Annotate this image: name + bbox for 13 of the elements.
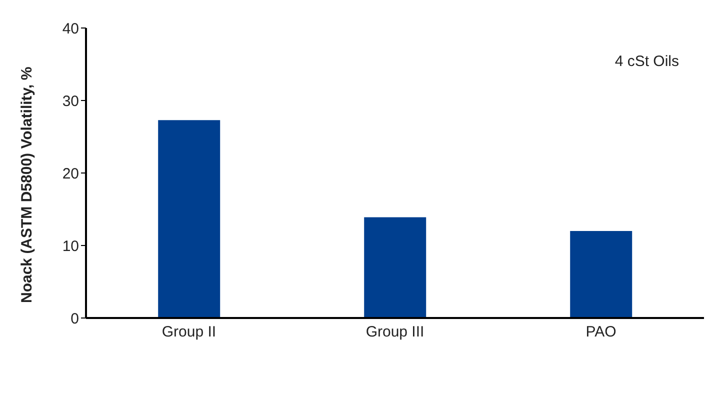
annotation: 4 cSt Oils xyxy=(614,53,679,70)
y-tick-label: 40 xyxy=(62,20,79,38)
bar xyxy=(570,231,632,318)
y-tick-label: 20 xyxy=(62,165,79,182)
x-tick-label: Group II xyxy=(162,324,216,341)
bar xyxy=(364,217,426,318)
y-axis-title: Noack (ASTM D5800) Volatility, % xyxy=(18,66,36,303)
bar xyxy=(158,120,220,318)
y-tick-label: 0 xyxy=(70,310,79,328)
x-tick-label: PAO xyxy=(586,324,616,341)
y-tick-label: 30 xyxy=(62,92,79,110)
y-tick-label: 10 xyxy=(62,238,79,255)
x-tick-label: Group III xyxy=(366,324,424,341)
